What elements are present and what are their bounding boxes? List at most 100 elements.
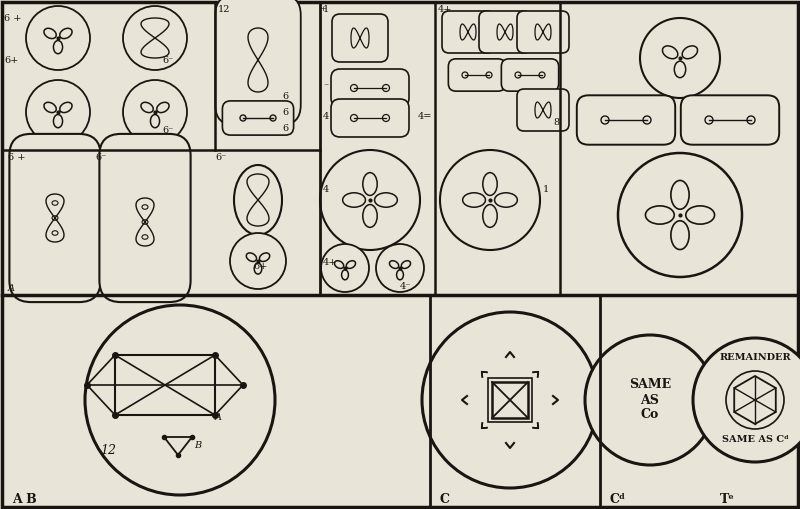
Ellipse shape	[482, 173, 498, 195]
Ellipse shape	[240, 115, 246, 121]
Text: A B: A B	[12, 493, 37, 506]
Ellipse shape	[334, 261, 344, 268]
Ellipse shape	[462, 193, 486, 207]
Circle shape	[123, 80, 187, 144]
FancyBboxPatch shape	[479, 11, 531, 53]
Ellipse shape	[362, 173, 378, 195]
Ellipse shape	[54, 115, 62, 128]
Text: ⁻: ⁻	[323, 82, 328, 91]
Text: 6⁻: 6⁻	[162, 126, 174, 135]
FancyBboxPatch shape	[10, 134, 101, 302]
Ellipse shape	[397, 270, 403, 280]
Text: 4⁻: 4⁻	[400, 282, 411, 291]
Ellipse shape	[462, 72, 468, 78]
FancyBboxPatch shape	[442, 11, 494, 53]
FancyBboxPatch shape	[331, 99, 409, 137]
Text: REMAINDER: REMAINDER	[719, 353, 791, 362]
Ellipse shape	[346, 261, 355, 268]
Text: SAME AS Cᵈ: SAME AS Cᵈ	[722, 436, 789, 444]
Text: +: +	[319, 5, 326, 13]
FancyBboxPatch shape	[577, 95, 675, 145]
Ellipse shape	[539, 72, 545, 78]
Bar	[492, 382, 528, 418]
Ellipse shape	[662, 46, 678, 59]
Circle shape	[230, 233, 286, 289]
Text: Tᵉ: Tᵉ	[720, 493, 735, 506]
FancyBboxPatch shape	[99, 134, 190, 302]
Ellipse shape	[52, 216, 58, 220]
Ellipse shape	[254, 263, 262, 274]
Circle shape	[440, 150, 540, 250]
Circle shape	[85, 305, 275, 495]
Ellipse shape	[270, 115, 276, 121]
Text: B: B	[194, 440, 201, 449]
FancyBboxPatch shape	[502, 59, 558, 91]
Circle shape	[422, 312, 598, 488]
Ellipse shape	[350, 84, 358, 92]
Ellipse shape	[686, 206, 714, 224]
Ellipse shape	[142, 205, 148, 209]
Ellipse shape	[374, 193, 398, 207]
Ellipse shape	[482, 205, 498, 228]
Circle shape	[640, 18, 720, 98]
Ellipse shape	[142, 220, 148, 224]
Text: 4=: 4=	[418, 112, 432, 121]
Text: 12: 12	[218, 5, 230, 14]
Circle shape	[376, 244, 424, 292]
Text: 4: 4	[323, 185, 330, 194]
Ellipse shape	[142, 235, 148, 239]
Ellipse shape	[747, 116, 755, 124]
Ellipse shape	[390, 261, 398, 268]
Text: 6⁻: 6⁻	[95, 153, 106, 162]
FancyBboxPatch shape	[517, 11, 569, 53]
Ellipse shape	[362, 205, 378, 228]
Text: A: A	[215, 413, 222, 422]
Bar	[115, 355, 215, 415]
FancyBboxPatch shape	[331, 69, 409, 107]
Ellipse shape	[234, 165, 282, 235]
FancyBboxPatch shape	[448, 59, 506, 91]
Circle shape	[26, 6, 90, 70]
Text: 6⁻: 6⁻	[162, 56, 174, 65]
FancyBboxPatch shape	[215, 0, 301, 125]
Ellipse shape	[494, 193, 518, 207]
Text: 6 +: 6 +	[8, 153, 26, 162]
Text: 6: 6	[282, 124, 288, 133]
Ellipse shape	[342, 270, 349, 280]
Text: 12: 12	[100, 443, 116, 457]
Ellipse shape	[705, 116, 713, 124]
Ellipse shape	[671, 221, 689, 249]
Text: 1: 1	[323, 5, 330, 14]
Circle shape	[26, 80, 90, 144]
Text: 6: 6	[282, 108, 288, 117]
Ellipse shape	[60, 29, 72, 39]
Ellipse shape	[52, 231, 58, 235]
FancyBboxPatch shape	[681, 95, 779, 145]
Text: 6 +: 6 +	[4, 14, 22, 23]
Ellipse shape	[646, 206, 674, 224]
Ellipse shape	[157, 102, 169, 112]
Text: 6+: 6+	[4, 56, 18, 65]
Ellipse shape	[44, 102, 56, 112]
Ellipse shape	[54, 41, 62, 54]
Text: 6: 6	[282, 92, 288, 101]
Ellipse shape	[52, 201, 58, 205]
Text: C: C	[440, 493, 450, 506]
Text: 8: 8	[553, 118, 559, 127]
Text: A: A	[8, 284, 15, 293]
Circle shape	[618, 153, 742, 277]
Circle shape	[320, 150, 420, 250]
FancyBboxPatch shape	[517, 89, 569, 131]
Text: 6⁻: 6⁻	[215, 153, 226, 162]
Text: 6+: 6+	[253, 262, 267, 271]
FancyBboxPatch shape	[222, 101, 294, 135]
Circle shape	[321, 244, 369, 292]
Ellipse shape	[141, 102, 154, 112]
Ellipse shape	[643, 116, 651, 124]
Ellipse shape	[682, 46, 698, 59]
Circle shape	[693, 338, 800, 462]
Ellipse shape	[150, 115, 159, 128]
Ellipse shape	[246, 253, 257, 262]
Text: Cᵈ: Cᵈ	[610, 493, 626, 506]
Circle shape	[123, 6, 187, 70]
